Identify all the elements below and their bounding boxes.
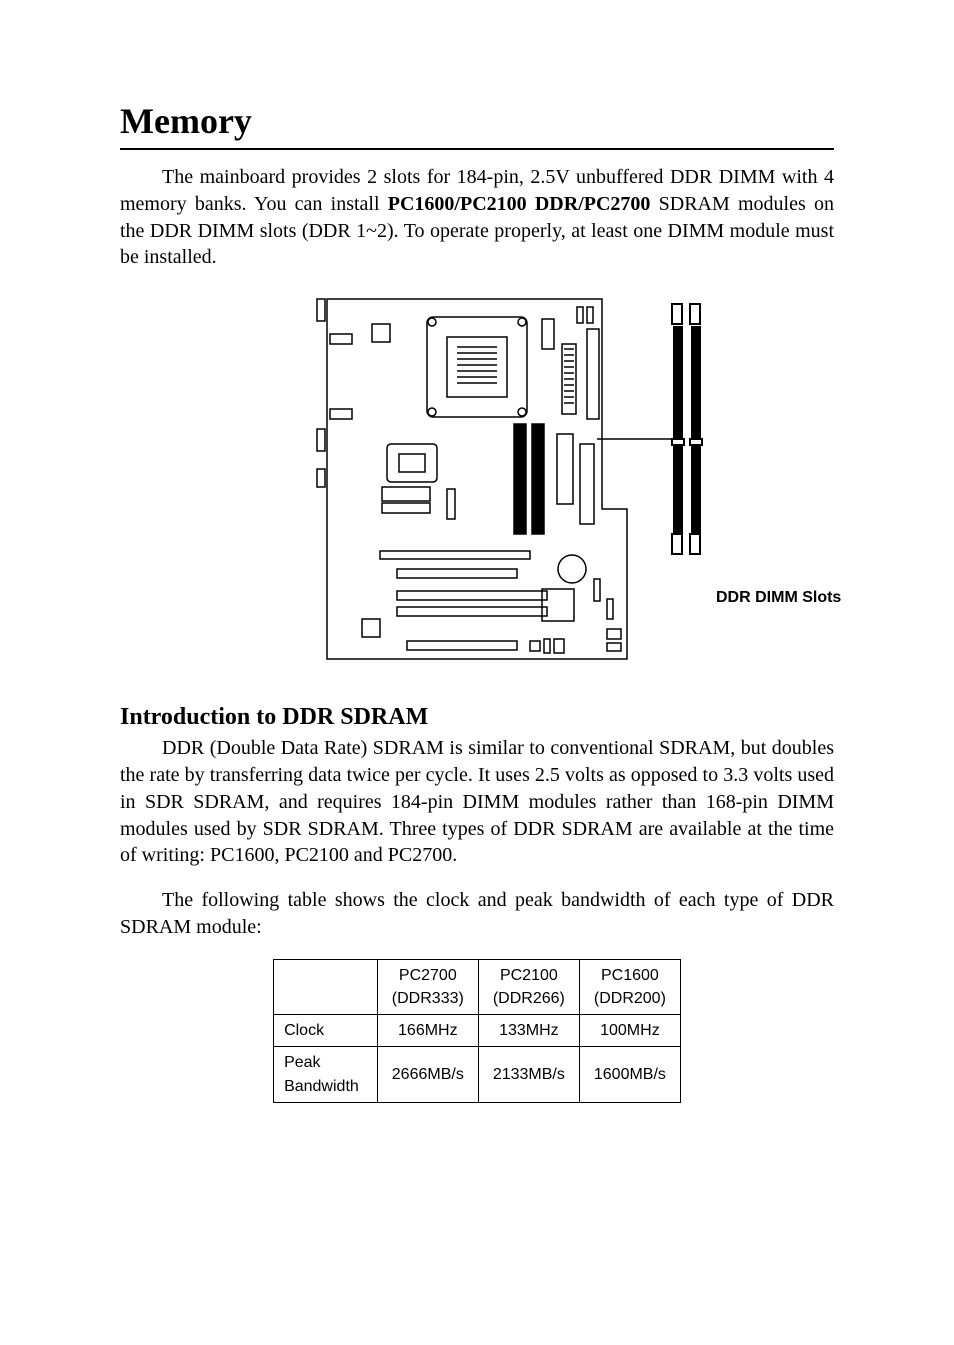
row-label: Clock bbox=[274, 1015, 378, 1047]
col-line2: (DDR266) bbox=[493, 990, 565, 1007]
title-rule bbox=[120, 148, 834, 150]
section-paragraph-1: DDR (Double Data Rate) SDRAM is similar … bbox=[120, 735, 834, 869]
col-line1: PC2100 bbox=[500, 967, 558, 984]
section-heading: Introduction to DDR SDRAM bbox=[120, 704, 834, 731]
table-row: PeakBandwidth 2666MB/s 2133MB/s 1600MB/s bbox=[274, 1047, 681, 1102]
table-cell: 2666MB/s bbox=[377, 1047, 478, 1102]
page-title: Memory bbox=[120, 100, 834, 142]
table-row: Clock 166MHz 133MHz 100MHz bbox=[274, 1015, 681, 1047]
motherboard-figure: DDR DIMM Slots bbox=[232, 289, 722, 674]
col-line2: (DDR333) bbox=[392, 990, 464, 1007]
table-cell: 100MHz bbox=[579, 1015, 680, 1047]
row-label: PeakBandwidth bbox=[274, 1047, 378, 1102]
document-page: Memory The mainboard provides 2 slots fo… bbox=[0, 0, 954, 1345]
table-cell: 166MHz bbox=[377, 1015, 478, 1047]
intro-paragraph: The mainboard provides 2 slots for 184-p… bbox=[120, 164, 834, 271]
motherboard-svg bbox=[232, 289, 722, 669]
table-corner-cell bbox=[274, 959, 378, 1014]
table-cell: 2133MB/s bbox=[478, 1047, 579, 1102]
table-header-row: PC2700 (DDR333) PC2100 (DDR266) PC1600 (… bbox=[274, 959, 681, 1014]
table-col-header: PC1600 (DDR200) bbox=[579, 959, 680, 1014]
ddr-spec-table: PC2700 (DDR333) PC2100 (DDR266) PC1600 (… bbox=[273, 959, 681, 1103]
table-cell: 133MHz bbox=[478, 1015, 579, 1047]
section-paragraph-2: The following table shows the clock and … bbox=[120, 887, 834, 941]
table-col-header: PC2100 (DDR266) bbox=[478, 959, 579, 1014]
table-col-header: PC2700 (DDR333) bbox=[377, 959, 478, 1014]
figure-caption: DDR DIMM Slots bbox=[716, 589, 841, 607]
figure-container: DDR DIMM Slots bbox=[120, 289, 834, 674]
col-line1: PC2700 bbox=[399, 967, 457, 984]
table-cell: 1600MB/s bbox=[579, 1047, 680, 1102]
col-line1: PC1600 bbox=[601, 967, 659, 984]
col-line2: (DDR200) bbox=[594, 990, 666, 1007]
